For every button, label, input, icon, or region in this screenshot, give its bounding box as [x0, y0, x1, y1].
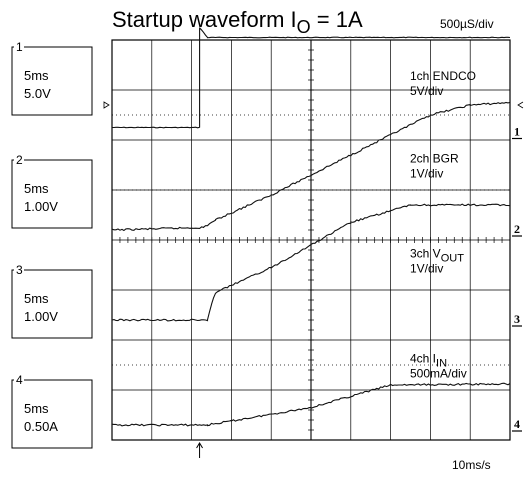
- channel-value-scale-ch1: 5.0V: [24, 86, 51, 101]
- channel-number-ch4: 4: [16, 373, 23, 387]
- channel-value-scale-ch3: 1.00V: [24, 309, 58, 324]
- channel-scale-ch1: 5V/div: [410, 84, 443, 98]
- channel-label-ch2: 2ch BGR: [410, 152, 459, 166]
- waveform-ch4: [111, 382, 511, 427]
- channel-time-scale-ch2: 5ms: [24, 181, 49, 196]
- channel-box-gap: [14, 264, 24, 276]
- channel-number-ch3: 3: [16, 263, 23, 277]
- channel-value-scale-ch2: 1.00V: [24, 199, 58, 214]
- channel-number-ch1: 1: [16, 40, 23, 54]
- channel-time-scale-ch3: 5ms: [24, 291, 49, 306]
- timebase-label: 500µS/div: [440, 17, 494, 31]
- trigger-arrow-head: [196, 442, 203, 449]
- channel-scale-ch3: 1V/div: [410, 262, 443, 276]
- channel-marker-ch2: 2: [514, 222, 520, 236]
- channel-scale-ch2: 1V/div: [410, 167, 443, 181]
- channel-box-gap: [14, 41, 24, 53]
- waveform-ch3: [111, 203, 511, 322]
- channel-box-ch4: [11, 379, 93, 449]
- channel-marker-ch1: 1: [514, 125, 520, 139]
- channel-marker-ch3: 3: [514, 312, 520, 326]
- channel-marker-ch4: 4: [514, 417, 520, 431]
- channel-box-ch2: [11, 159, 93, 229]
- waveform-ch2: [111, 101, 511, 232]
- waveform-ch1: [112, 27, 511, 129]
- channel-box-gap: [14, 374, 24, 386]
- channel-time-scale-ch4: 5ms: [24, 401, 49, 416]
- channel-label-ch4: 4ch IIN: [410, 352, 447, 370]
- channel-box-ch1: [11, 46, 93, 116]
- channel-number-ch2: 2: [16, 153, 23, 167]
- channel-value-scale-ch4: 0.50A: [24, 419, 58, 434]
- trigger-level-marker-left: [103, 101, 110, 109]
- channel-time-scale-ch1: 5ms: [24, 68, 49, 83]
- channel-label-ch1: 1ch ENDCO: [410, 69, 476, 83]
- channel-box-ch3: [11, 269, 93, 339]
- channel-box-gap: [14, 154, 24, 166]
- trigger-level-marker-right: [517, 101, 524, 109]
- chart-title: Startup waveform IO = 1A: [112, 7, 363, 37]
- sample-rate-label: 10ms/s: [452, 458, 491, 472]
- channel-scale-ch4: 500mA/div: [410, 367, 467, 381]
- channel-label-ch3: 3ch VOUT: [410, 247, 464, 265]
